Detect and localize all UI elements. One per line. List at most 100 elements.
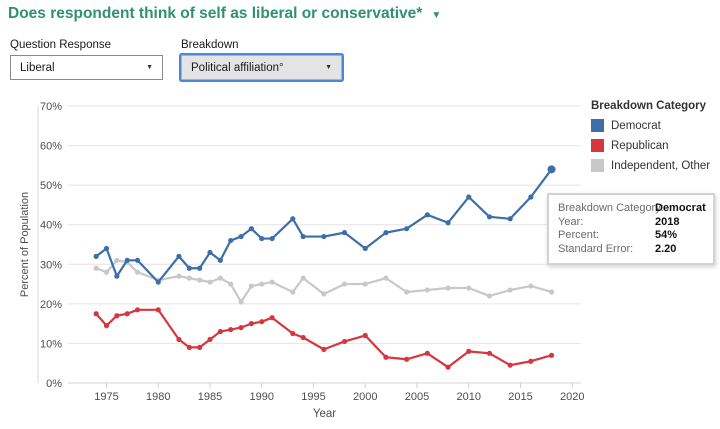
data-point[interactable] (466, 348, 472, 354)
title-caret-icon[interactable]: ▼ (431, 9, 442, 21)
data-point[interactable] (424, 350, 430, 356)
breakdown-select[interactable]: Political affiliation° ▼ (181, 55, 342, 80)
data-point[interactable] (259, 319, 265, 325)
data-point[interactable] (404, 226, 410, 232)
data-point[interactable] (103, 245, 110, 252)
data-point[interactable] (321, 291, 327, 297)
data-point[interactable] (93, 253, 99, 259)
data-point[interactable] (155, 307, 161, 313)
data-point[interactable] (155, 279, 161, 285)
data-point[interactable] (207, 279, 213, 285)
data-point[interactable] (238, 325, 244, 331)
data-point[interactable] (93, 311, 99, 317)
data-point[interactable] (114, 313, 120, 319)
data-point[interactable] (528, 283, 534, 289)
data-point[interactable] (290, 289, 296, 295)
tooltip-value: 2018 (655, 215, 680, 228)
data-point[interactable] (486, 293, 493, 299)
data-point[interactable] (114, 273, 120, 279)
data-point[interactable] (486, 350, 493, 356)
data-point[interactable] (445, 364, 451, 370)
data-point[interactable] (124, 311, 130, 317)
breakdown-label: Breakdown (181, 39, 239, 51)
question-response-select[interactable]: Liberal ▼ (10, 55, 163, 80)
data-point[interactable] (248, 226, 254, 232)
data-point[interactable] (507, 216, 513, 222)
data-point[interactable] (114, 257, 120, 263)
data-point[interactable] (238, 299, 244, 305)
data-point[interactable] (445, 285, 451, 291)
data-point[interactable] (528, 194, 534, 200)
data-point[interactable] (383, 230, 389, 236)
data-point[interactable] (259, 235, 265, 242)
data-point[interactable] (217, 328, 223, 335)
data-point[interactable] (445, 220, 451, 226)
data-point[interactable] (103, 323, 110, 329)
data-point[interactable] (300, 233, 306, 240)
question-title[interactable]: Does respondent think of self as liberal… (8, 5, 441, 23)
data-point[interactable] (362, 332, 368, 339)
tooltip-value: 2.20 (655, 242, 677, 255)
data-point[interactable] (341, 281, 348, 287)
data-point[interactable] (228, 281, 234, 287)
data-point[interactable] (341, 230, 348, 236)
data-point[interactable] (238, 233, 244, 240)
data-point[interactable] (507, 287, 513, 293)
data-point[interactable] (424, 212, 430, 218)
data-point[interactable] (404, 356, 410, 362)
data-point[interactable] (269, 315, 275, 321)
legend-item-independent-other[interactable]: Independent, Other (591, 159, 719, 172)
data-point[interactable] (321, 233, 327, 240)
data-point[interactable] (134, 257, 141, 263)
data-point[interactable] (207, 249, 213, 256)
data-point[interactable] (217, 275, 223, 281)
data-point[interactable] (103, 269, 110, 275)
data-point[interactable] (300, 334, 306, 341)
data-point[interactable] (466, 194, 472, 200)
data-point[interactable] (300, 275, 306, 281)
data-point[interactable] (248, 283, 254, 289)
data-point[interactable] (362, 281, 368, 287)
data-point[interactable] (124, 257, 130, 263)
data-point[interactable] (321, 346, 327, 352)
data-point[interactable] (269, 279, 275, 285)
data-point[interactable] (290, 330, 296, 337)
data-point[interactable] (341, 338, 348, 345)
y-tick-label: 0% (46, 378, 62, 390)
data-point[interactable] (197, 265, 203, 271)
data-point[interactable] (186, 344, 192, 350)
data-point[interactable] (197, 277, 203, 283)
data-point[interactable] (486, 214, 493, 220)
data-point[interactable] (228, 326, 234, 333)
legend-item-democrat[interactable]: Democrat (591, 119, 719, 132)
data-point[interactable] (217, 257, 223, 263)
data-point[interactable] (466, 285, 472, 291)
data-point[interactable] (548, 289, 555, 295)
data-point[interactable] (134, 269, 141, 275)
data-point[interactable] (269, 235, 275, 242)
data-point[interactable] (362, 245, 368, 252)
data-point[interactable] (134, 307, 141, 313)
data-point[interactable] (290, 216, 296, 222)
highlighted-data-point[interactable] (547, 165, 556, 174)
data-point[interactable] (259, 281, 265, 287)
data-point[interactable] (186, 265, 192, 271)
data-point[interactable] (424, 287, 430, 293)
data-point[interactable] (176, 253, 182, 259)
legend-item-republican[interactable]: Republican (591, 139, 719, 152)
data-point[interactable] (207, 336, 213, 343)
data-point[interactable] (248, 321, 254, 327)
data-point[interactable] (507, 362, 513, 368)
data-point[interactable] (176, 336, 182, 343)
data-point[interactable] (383, 275, 389, 281)
data-point[interactable] (186, 275, 192, 281)
data-point[interactable] (93, 265, 99, 271)
data-point[interactable] (548, 352, 555, 358)
data-point[interactable] (197, 344, 203, 350)
data-point[interactable] (404, 289, 410, 295)
data-point[interactable] (228, 237, 234, 244)
data-point[interactable] (176, 273, 182, 279)
data-point[interactable] (383, 354, 389, 360)
data-point[interactable] (528, 358, 534, 364)
